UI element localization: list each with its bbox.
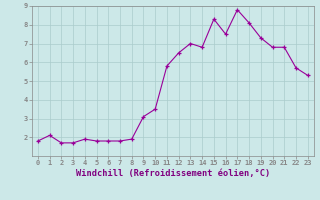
X-axis label: Windchill (Refroidissement éolien,°C): Windchill (Refroidissement éolien,°C) [76, 169, 270, 178]
